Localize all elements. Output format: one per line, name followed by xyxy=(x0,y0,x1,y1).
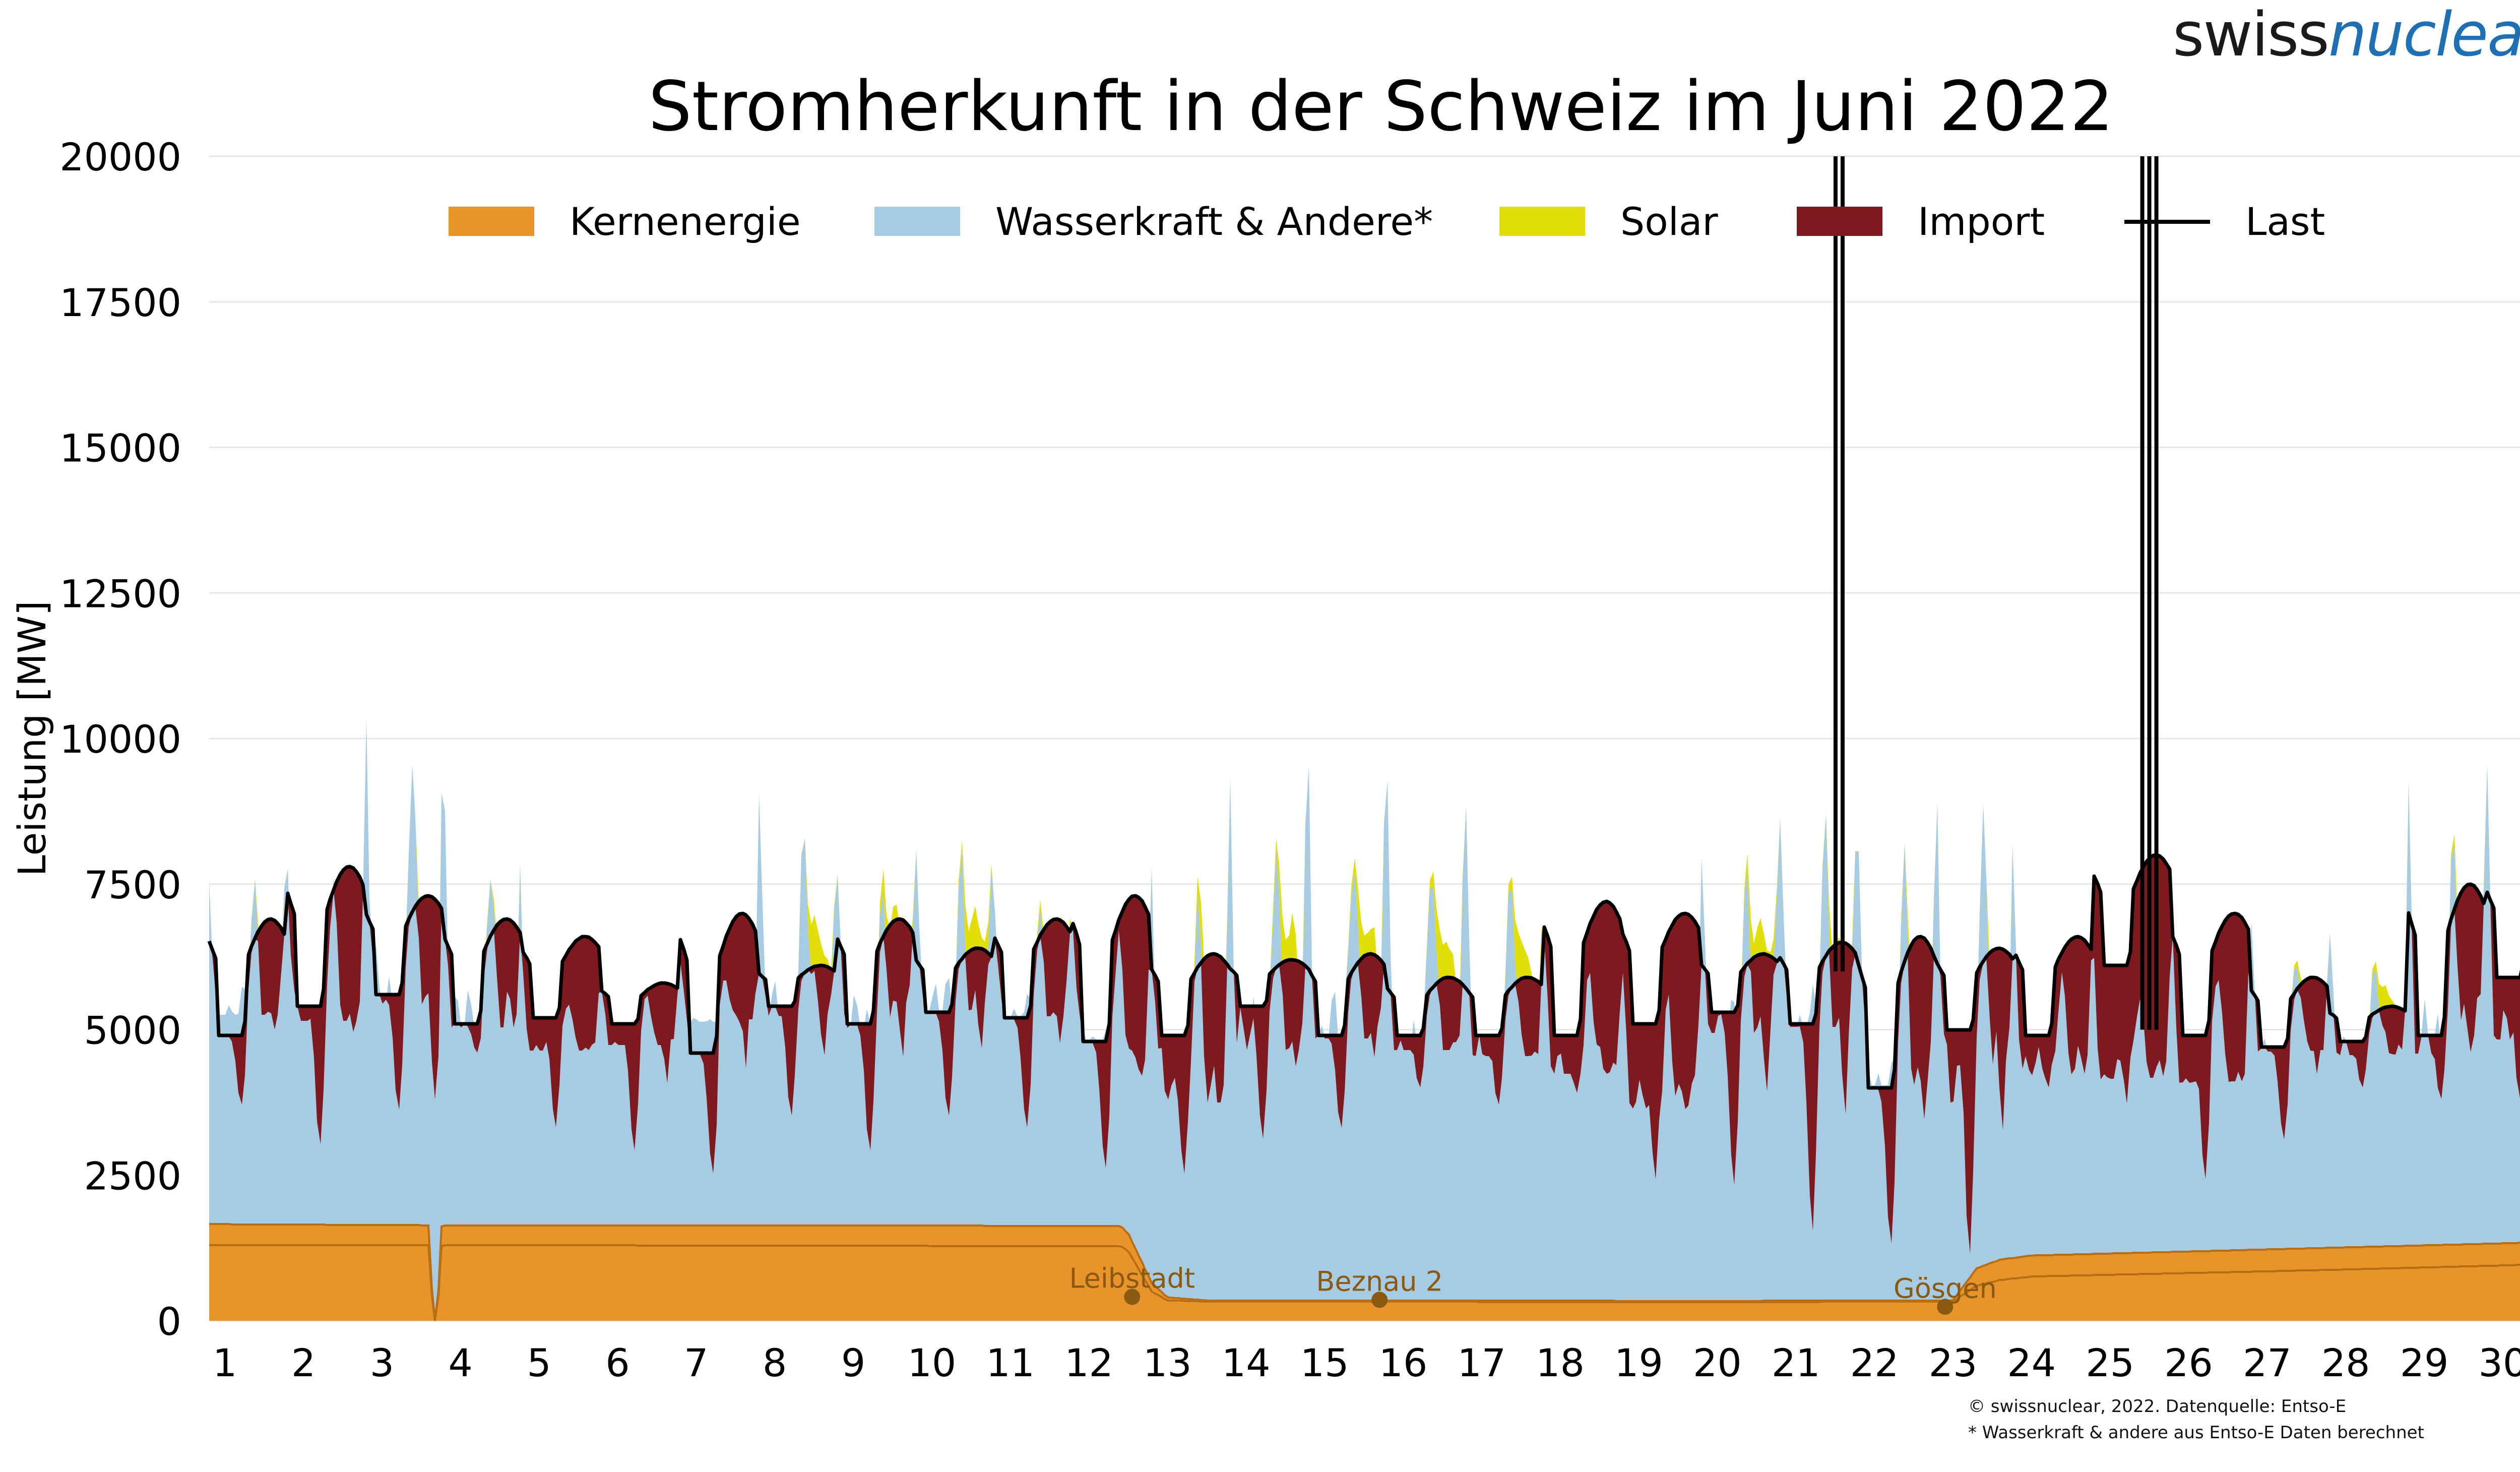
x-tick-label-14: 14 xyxy=(1222,1340,1271,1385)
y-tick-label-2500: 2500 xyxy=(84,1153,181,1198)
logo-part-nuclear: nuclear xyxy=(2328,0,2520,70)
y-tick-label-15000: 15000 xyxy=(59,426,181,471)
logo-part-swiss: swiss xyxy=(2172,0,2329,70)
x-tick-label-7: 7 xyxy=(684,1340,708,1385)
x-tick-label-20: 20 xyxy=(1693,1340,1742,1385)
plant-marker-2 xyxy=(1937,1299,1954,1315)
y-tick-label-12500: 12500 xyxy=(59,571,181,616)
x-tick-label-1: 1 xyxy=(213,1340,237,1385)
y-tick-label-20000: 20000 xyxy=(59,135,181,179)
series-line-last xyxy=(207,853,2520,1090)
x-tick-label-2: 2 xyxy=(291,1340,316,1385)
swissnuclear-logo: swissnuclear xyxy=(2173,5,2520,66)
series-area-wasserkraft xyxy=(209,718,2520,1321)
x-tick-label-21: 21 xyxy=(1772,1340,1820,1385)
legend-swatch-0 xyxy=(449,207,534,236)
x-tick-label-24: 24 xyxy=(2007,1340,2056,1385)
legend-label-0: Kernenergie xyxy=(570,199,801,244)
x-tick-label-30: 30 xyxy=(2479,1340,2520,1385)
x-tick-label-5: 5 xyxy=(527,1340,551,1385)
series-area-kernenergie xyxy=(209,1224,2520,1321)
x-tick-label-27: 27 xyxy=(2243,1340,2292,1385)
legend-label-1: Wasserkraft & Andere* xyxy=(995,199,1433,244)
x-tick-label-17: 17 xyxy=(1457,1340,1506,1385)
x-tick-label-9: 9 xyxy=(841,1340,865,1385)
x-tick-label-25: 25 xyxy=(2086,1340,2134,1385)
x-tick-label-29: 29 xyxy=(2400,1340,2449,1385)
x-tick-label-8: 8 xyxy=(763,1340,787,1385)
y-tick-label-5000: 5000 xyxy=(84,1008,181,1053)
plant-marker-1 xyxy=(1371,1292,1388,1308)
y-tick-label-17500: 17500 xyxy=(59,280,181,325)
y-axis-label: Leistung [MW] xyxy=(10,600,54,876)
plant-marker-0 xyxy=(1124,1289,1141,1305)
x-tick-label-4: 4 xyxy=(449,1340,473,1385)
plant-annotation-0: Leibstadt xyxy=(1069,1263,1195,1295)
x-tick-label-3: 3 xyxy=(370,1340,394,1385)
x-tick-label-22: 22 xyxy=(1850,1340,1899,1385)
y-tick-label-10000: 10000 xyxy=(59,717,181,762)
x-tick-label-6: 6 xyxy=(605,1340,629,1385)
copyright-footnote: © swissnuclear, 2022. Datenquelle: Entso… xyxy=(1968,1396,2347,1417)
legend-label-4: Last xyxy=(2245,199,2325,244)
x-tick-label-19: 19 xyxy=(1614,1340,1663,1385)
x-tick-label-23: 23 xyxy=(1929,1340,1978,1385)
legend-swatch-2 xyxy=(1499,207,1585,236)
x-tick-label-10: 10 xyxy=(907,1340,956,1385)
x-tick-label-12: 12 xyxy=(1064,1340,1113,1385)
x-tick-label-11: 11 xyxy=(986,1340,1035,1385)
chart-title: Stromherkunft in der Schweiz im Juni 202… xyxy=(648,67,2113,147)
legend-label-3: Import xyxy=(1918,199,2045,244)
legend-label-2: Solar xyxy=(1620,199,1718,244)
y-tick-label-0: 0 xyxy=(157,1299,181,1344)
x-tick-label-26: 26 xyxy=(2164,1340,2213,1385)
x-tick-label-28: 28 xyxy=(2321,1340,2370,1385)
plant-annotation-2: Gösgen xyxy=(1894,1272,1997,1304)
x-tick-label-13: 13 xyxy=(1143,1340,1192,1385)
y-tick-label-7500: 7500 xyxy=(84,863,181,907)
plant-annotation-1: Beznau 2 xyxy=(1316,1265,1443,1297)
method-footnote: * Wasserkraft & andere aus Entso-E Daten… xyxy=(1968,1423,2424,1443)
x-tick-label-16: 16 xyxy=(1379,1340,1428,1385)
x-tick-label-18: 18 xyxy=(1536,1340,1585,1385)
legend-swatch-3 xyxy=(1797,207,1882,236)
x-tick-label-15: 15 xyxy=(1300,1340,1349,1385)
legend-swatch-1 xyxy=(874,207,960,236)
